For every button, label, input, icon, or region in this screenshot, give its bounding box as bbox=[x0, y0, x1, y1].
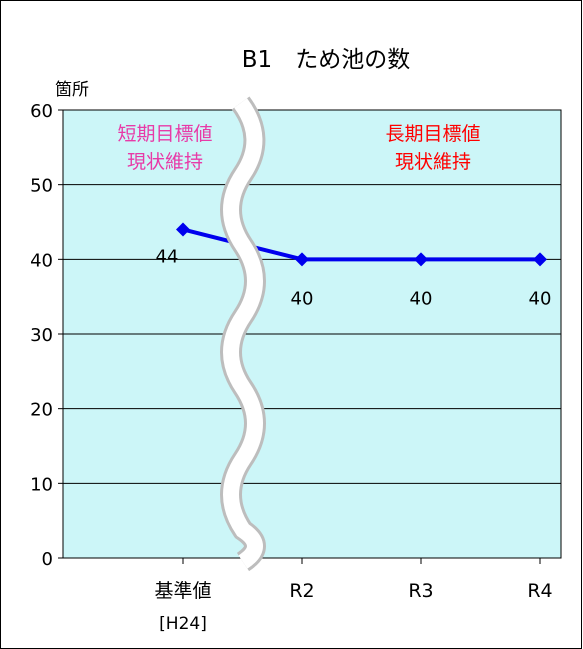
chart-title: B1 ため池の数 bbox=[242, 47, 410, 73]
annotation-long-term-line2: 現状維持 bbox=[395, 151, 471, 173]
data-point-marker bbox=[295, 252, 309, 267]
annotation-long-term-line1: 長期目標値 bbox=[385, 123, 480, 145]
data-point-marker bbox=[533, 252, 547, 267]
data-point-marker bbox=[176, 222, 190, 237]
axis-break-inner bbox=[223, 98, 263, 569]
y-tick-label: 10 bbox=[30, 474, 53, 495]
data-label: 40 bbox=[410, 288, 433, 309]
y-tick-label: 50 bbox=[30, 176, 53, 197]
y-tick-label: 60 bbox=[30, 101, 53, 122]
y-tick-label: 30 bbox=[30, 325, 53, 346]
annotation-short-term-line2: 現状維持 bbox=[127, 151, 203, 173]
annotations: 短期目標値 現状維持 長期目標値 現状維持 bbox=[117, 123, 480, 173]
y-tick-label: 40 bbox=[30, 250, 53, 271]
y-axis-label: 箇所 bbox=[55, 80, 89, 100]
x-tick-label: R3 bbox=[408, 580, 433, 602]
data-point-marker bbox=[414, 252, 428, 267]
x-tick-label: R2 bbox=[289, 580, 314, 602]
x-tick-sublabel: [H24] bbox=[159, 614, 207, 634]
data-label: 40 bbox=[529, 288, 552, 309]
axes: 0 10 20 30 40 50 60 基準値 [H24] R2 R3 R4 bbox=[30, 101, 553, 634]
x-tick-label: R4 bbox=[527, 580, 552, 602]
annotation-short-term-line1: 短期目標値 bbox=[117, 123, 212, 145]
data-label: 40 bbox=[291, 288, 314, 309]
y-tick-label: 20 bbox=[30, 400, 53, 421]
y-tick-label: 0 bbox=[42, 549, 53, 570]
x-tick-label: 基準値 bbox=[154, 580, 211, 602]
data-label: 44 bbox=[156, 246, 179, 267]
